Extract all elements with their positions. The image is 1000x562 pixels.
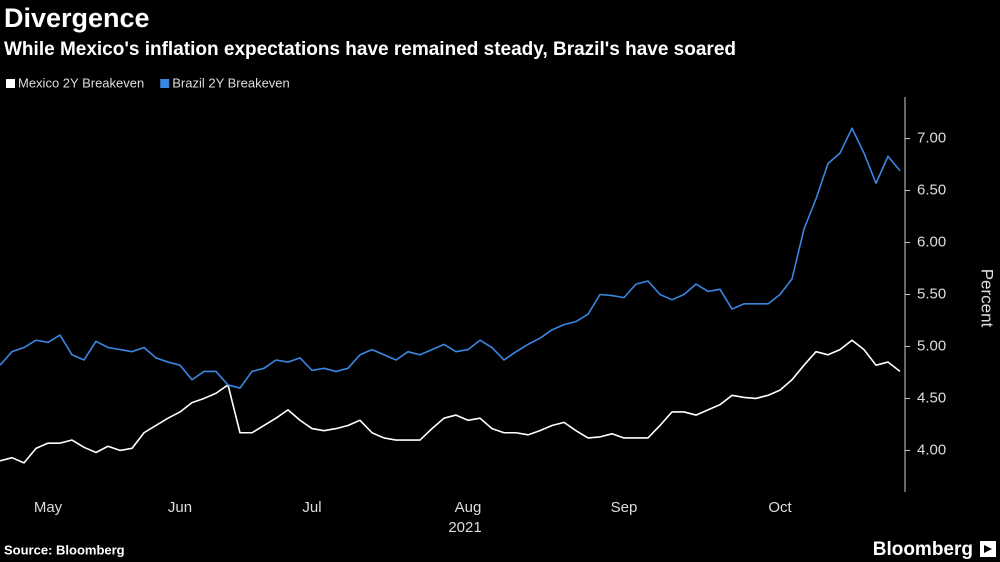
chart-subtitle: While Mexico's inflation expectations ha… xyxy=(4,39,736,60)
legend-swatch xyxy=(160,79,170,88)
x-axis-label: 2021 xyxy=(448,519,481,536)
source: Source: Bloomberg xyxy=(4,542,125,557)
y-tick-label: 7.00 xyxy=(917,130,946,147)
x-tick-label: Aug xyxy=(455,499,482,516)
legend-label: Brazil 2Y Breakeven xyxy=(172,75,290,90)
legend-label: Mexico 2Y Breakeven xyxy=(18,75,144,90)
y-tick-label: 6.00 xyxy=(917,233,946,250)
y-axis-label: Percent xyxy=(978,269,997,328)
y-tick-label: 4.00 xyxy=(917,441,946,458)
y-tick-label: 6.50 xyxy=(917,182,946,199)
x-tick-label: Jun xyxy=(168,499,192,516)
y-tick-label: 4.50 xyxy=(917,389,946,406)
brand-icon-arrow xyxy=(984,545,992,553)
series-line xyxy=(0,127,901,389)
series-line xyxy=(0,339,901,464)
x-tick-label: May xyxy=(34,499,63,516)
legend-swatch xyxy=(6,79,15,88)
chart-title: Divergence xyxy=(4,3,150,33)
x-tick-label: Jul xyxy=(302,499,321,516)
y-tick-label: 5.00 xyxy=(917,337,946,354)
x-tick-label: Oct xyxy=(768,499,792,516)
y-tick-label: 5.50 xyxy=(917,285,946,302)
brand: Bloomberg xyxy=(873,539,973,560)
x-tick-label: Sep xyxy=(611,499,638,516)
